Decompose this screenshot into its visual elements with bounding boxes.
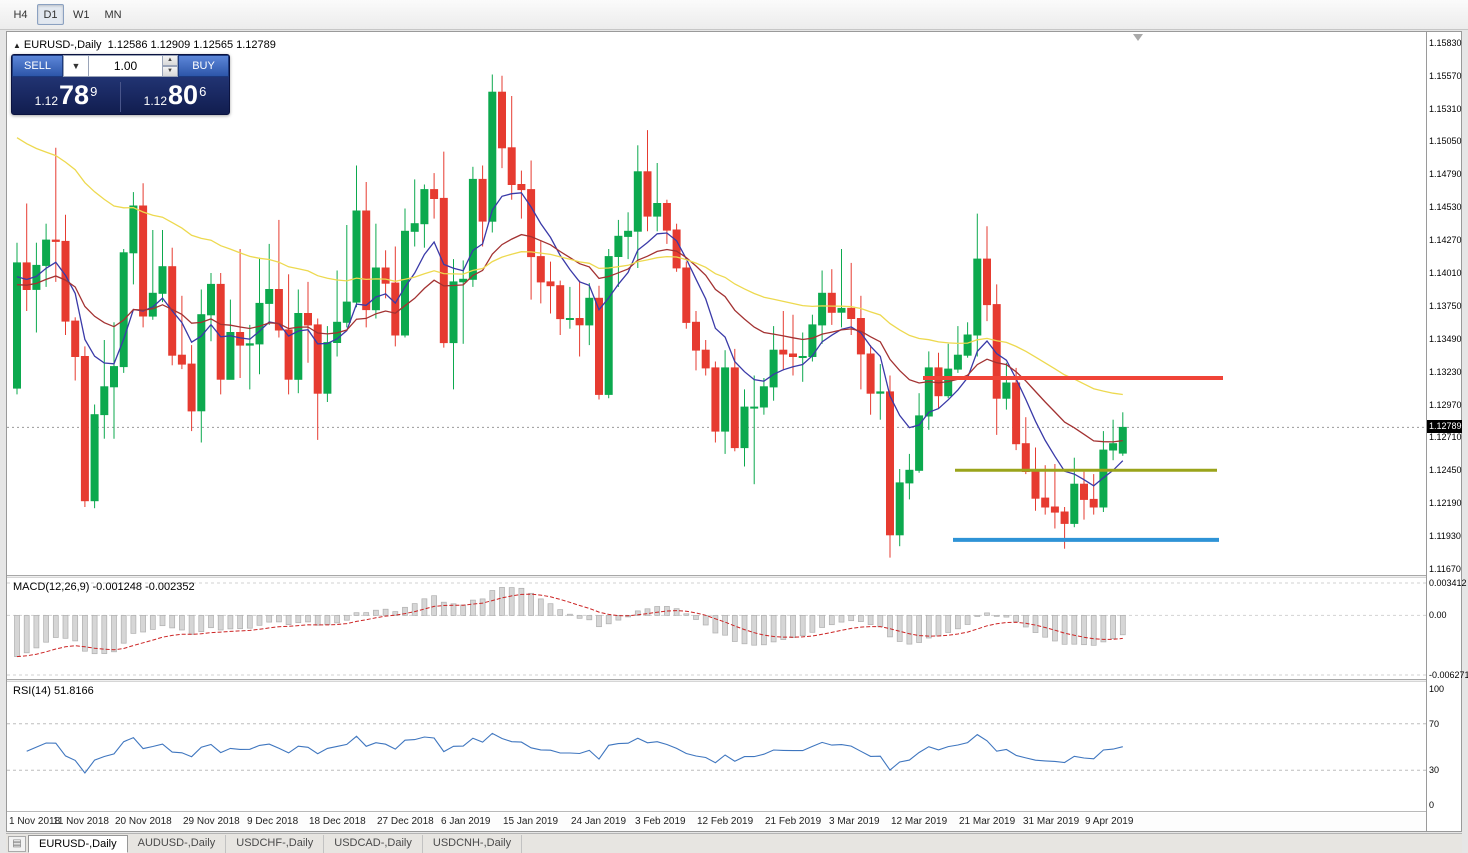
price-axis-label: 1.14530 (1429, 202, 1462, 212)
volume-decrease-button[interactable]: ▼ (162, 66, 178, 77)
buy-button[interactable]: BUY (178, 55, 229, 77)
date-axis[interactable]: 1 Nov 2018 11 Nov 2018 20 Nov 2018 29 Nov 2… (7, 813, 1426, 831)
price-axis-label: 1.14790 (1429, 169, 1462, 179)
timeframe-h4-button[interactable]: H4 (13, 8, 28, 21)
chart-list-icon[interactable]: ▤ (8, 836, 26, 852)
price-axis-label: 1.14270 (1429, 235, 1462, 245)
date-axis-label: 6 Jan 2019 (441, 816, 491, 827)
date-axis-label: 29 Nov 2018 (183, 816, 240, 827)
price-divider (120, 81, 121, 112)
macd-label: MACD(12,26,9) -0.001248 -0.002352 (13, 581, 195, 593)
price-axis-label: 1.12190 (1429, 498, 1462, 508)
price-axis-label: 0 (1429, 800, 1435, 810)
price-axis-label: 30 (1429, 765, 1440, 775)
panel-splitter[interactable] (7, 575, 1461, 578)
chevron-down-icon: ▼ (71, 61, 81, 71)
rsi-panel[interactable] (7, 683, 1426, 811)
date-axis-label: 31 Mar 2019 (1023, 816, 1080, 827)
candlesticks (13, 74, 1127, 558)
macd-panel[interactable] (7, 579, 1426, 679)
date-axis-label: 11 Nov 2018 (53, 816, 109, 827)
sell-button[interactable]: SELL (12, 55, 63, 77)
ma-line-fast (16, 192, 1124, 487)
rsi-label: RSI(14) 51.8166 (13, 685, 94, 697)
buy-price-display[interactable]: 1.12 80 6 (143, 79, 207, 110)
chart-symbol-label: EURUSD-,Daily (23, 39, 102, 51)
timeframe-toolbar: H4 D1 W1 MN (0, 0, 1468, 30)
price-axis-label: 1.12710 (1429, 432, 1462, 442)
price-axis[interactable]: 1.15830 1.15570 1.15310 1.15050 1.14790 1.145… (1426, 32, 1468, 831)
date-axis-label: 3 Mar 2019 (829, 816, 880, 827)
chart-title: ▲ EURUSD-,Daily 1.12586 1.12909 1.12565 1… (13, 39, 276, 51)
price-axis-label: 1.11930 (1429, 531, 1461, 541)
horizontal-lines (923, 376, 1223, 542)
price-axis-label: 100 (1429, 684, 1445, 694)
tab-usdcad[interactable]: USDCAD-,Daily (324, 835, 423, 853)
timeframe-w1-button[interactable]: W1 (73, 8, 90, 21)
tab-audusd[interactable]: AUDUSD-,Daily (128, 835, 227, 853)
price-axis-label: 1.11670 (1429, 564, 1461, 574)
price-axis-label: 1.15310 (1429, 104, 1462, 114)
price-axis-label: 1.12970 (1429, 400, 1462, 410)
main-chart-panel[interactable] (7, 34, 1426, 574)
date-axis-label: 15 Jan 2019 (503, 816, 559, 827)
volume-increase-button[interactable]: ▲ (162, 55, 178, 66)
chart-tab-bar: ▤ EURUSD-,Daily AUDUSD-,Daily USDCHF-,Da… (6, 833, 1462, 853)
date-axis-label: 9 Dec 2018 (247, 816, 299, 827)
chart-shift-marker[interactable] (1133, 34, 1143, 41)
panel-splitter[interactable] (7, 679, 1461, 682)
ma-line-slow (16, 137, 1123, 396)
price-axis-label: 1.15830 (1429, 38, 1462, 48)
macd-histogram (14, 587, 1126, 657)
macd-signal-line (16, 593, 1123, 658)
price-axis-label: 1.15050 (1429, 136, 1462, 146)
price-axis-label: 70 (1429, 719, 1440, 729)
date-axis-label: 1 Nov 2018 (9, 816, 61, 827)
current-price-badge: 1.12789 (1427, 420, 1462, 433)
volume-input[interactable] (89, 56, 162, 76)
date-axis-label: 27 Dec 2018 (377, 816, 434, 827)
price-axis-label: -0.006271 (1429, 670, 1468, 680)
chart-marker-icon: ▲ (13, 41, 21, 50)
price-axis-label: 1.12450 (1429, 465, 1462, 475)
tab-usdchf[interactable]: USDCHF-,Daily (226, 835, 325, 853)
date-axis-label: 3 Feb 2019 (635, 816, 686, 827)
volume-dropdown-button[interactable]: ▼ (63, 55, 89, 77)
price-axis-label: 1.13490 (1429, 334, 1462, 344)
price-axis-label: 0.003412 (1429, 578, 1467, 588)
date-axis-label: 12 Feb 2019 (697, 816, 754, 827)
date-axis-label: 9 Apr 2019 (1085, 816, 1134, 827)
ma-line-medium (16, 233, 1123, 443)
date-axis-label: 20 Nov 2018 (115, 816, 172, 827)
tab-usdcnh[interactable]: USDCNH-,Daily (423, 835, 523, 853)
sell-price-display[interactable]: 1.12 78 9 (34, 79, 98, 110)
price-axis-label: 0.00 (1429, 610, 1447, 620)
tab-eurusd[interactable]: EURUSD-,Daily (28, 835, 128, 853)
date-axis-label: 21 Mar 2019 (959, 816, 1016, 827)
chart-window: ▲ EURUSD-,Daily 1.12586 1.12909 1.12565 1… (6, 31, 1468, 832)
ma-lines (16, 137, 1124, 487)
price-axis-label: 1.13750 (1429, 301, 1462, 311)
rsi-line (26, 732, 1123, 774)
chart-ohlc-values: 1.12586 1.12909 1.12565 1.12789 (107, 39, 276, 51)
price-axis-label: 1.15570 (1429, 71, 1462, 81)
date-axis-label: 21 Feb 2019 (765, 816, 822, 827)
price-axis-label: 1.13230 (1429, 367, 1462, 377)
date-axis-label: 12 Mar 2019 (891, 816, 948, 827)
timeframe-mn-button[interactable]: MN (104, 8, 122, 21)
date-axis-label: 18 Dec 2018 (309, 816, 366, 827)
timeframe-d1-button[interactable]: D1 (37, 4, 64, 25)
date-axis-label: 24 Jan 2019 (571, 816, 627, 827)
price-axis-label: 1.14010 (1429, 268, 1462, 278)
panel-splitter (7, 811, 1461, 812)
